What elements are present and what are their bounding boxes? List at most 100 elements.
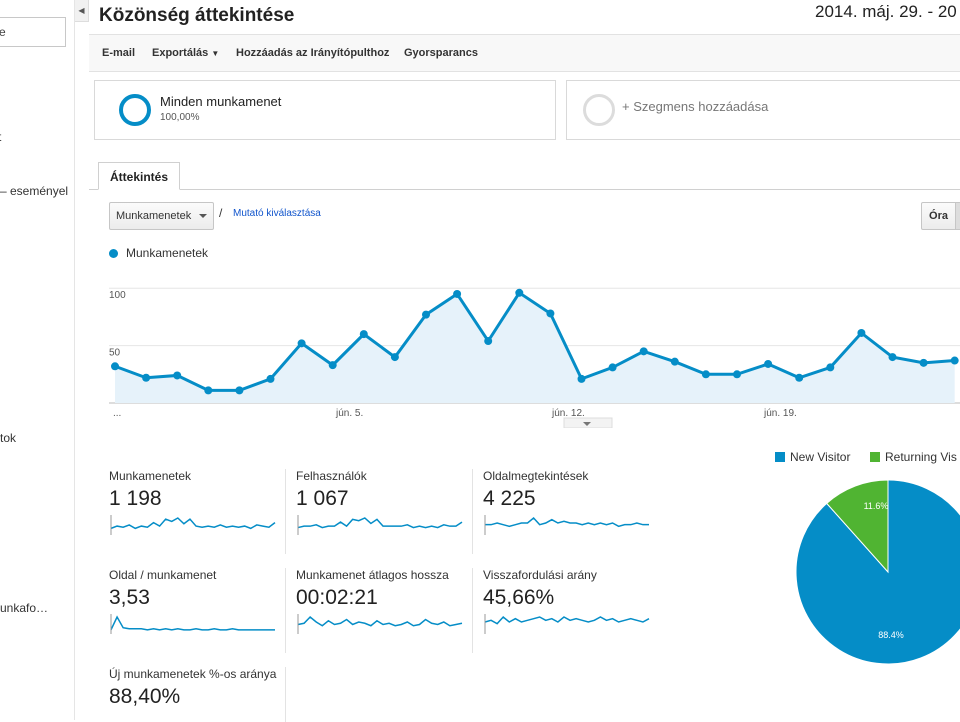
scorecard-value: 3,53 (109, 586, 150, 609)
scorecard[interactable]: Oldal / munkamenet 3,53 (109, 568, 279, 634)
data-point[interactable] (577, 374, 586, 383)
hour-button[interactable]: Óra (921, 202, 956, 230)
sparkline-path (485, 516, 649, 528)
segment-all-sessions[interactable]: Minden munkamenet 100,00% (94, 80, 556, 140)
data-point[interactable] (608, 363, 617, 372)
data-point[interactable] (328, 361, 337, 370)
scorecard-label: Munkamenetek (109, 469, 192, 483)
data-point[interactable] (515, 288, 524, 297)
date-range-picker[interactable]: 2014. máj. 29. - 20 (813, 2, 957, 22)
series-line-sessions (114, 290, 955, 392)
choose-metric-link[interactable]: Mutató kiválasztása (233, 208, 321, 219)
data-point[interactable] (795, 373, 804, 382)
x-tick-label: jún. 19. (763, 408, 797, 419)
y-tick-label: 50 (109, 348, 121, 359)
main-content: Közönség áttekintése 2014. máj. 29. - 20… (89, 0, 960, 722)
visitor-pie-chart: 88.4% 11.6% (795, 480, 960, 665)
data-point[interactable] (142, 373, 151, 382)
sidebar-item-events[interactable]: – eseményel (0, 184, 69, 198)
sessions-line-chart: 100 50... jún. 5. jún. 12. jún. 19. (109, 287, 960, 428)
data-point[interactable] (701, 370, 710, 379)
separator: / (219, 206, 223, 220)
x-tick-label: ... (113, 408, 121, 419)
sparkline (110, 614, 275, 634)
sparkline-path (297, 615, 463, 627)
metric-select-label: Munkamenetek (116, 210, 192, 222)
sidebar-item-3[interactable]: tok (0, 431, 17, 445)
email-button[interactable]: E-mail (102, 47, 136, 59)
pie-legend-returning: Returning Vis (870, 450, 957, 464)
scorecard-divider (285, 568, 286, 653)
data-point[interactable] (919, 358, 928, 367)
scorecard-divider (472, 568, 473, 653)
data-point[interactable] (235, 386, 244, 395)
tab-divider (89, 189, 960, 190)
data-point[interactable] (204, 386, 213, 395)
sparkline-path (110, 517, 276, 530)
data-point[interactable] (950, 356, 959, 365)
scorecard-value: 45,66% (483, 586, 555, 609)
sparkline-path (110, 615, 275, 631)
data-point[interactable] (888, 353, 897, 362)
data-point[interactable] (266, 374, 275, 383)
scorecard-value: 1 067 (296, 487, 349, 510)
sparkline-path (297, 517, 463, 529)
series-area (115, 292, 955, 403)
sidebar-search-input[interactable]: e (0, 17, 66, 47)
data-point[interactable] (826, 363, 835, 372)
report-toolbar: E-mail Exportálás ▼ Hozzáadás az Irányít… (89, 34, 960, 72)
data-point[interactable] (670, 357, 679, 366)
data-point[interactable] (546, 309, 555, 318)
data-point[interactable] (297, 339, 306, 348)
legend-swatch (109, 249, 118, 258)
add-segment-label: + Szegmens hozzáadása (622, 99, 769, 114)
pie-legend-new: New Visitor (775, 450, 850, 464)
data-point[interactable] (111, 362, 119, 371)
add-to-dashboard-button[interactable]: Hozzáadás az Irányítópulthoz (236, 47, 390, 59)
tab-overview[interactable]: Áttekintés (98, 162, 180, 190)
data-point[interactable] (733, 370, 741, 379)
chevron-down-icon (583, 422, 591, 426)
legend-swatch (775, 452, 785, 462)
page-title: Közönség áttekintése (99, 5, 295, 26)
scorecard[interactable]: Munkamenetek 1 198 (109, 469, 279, 535)
scorecard-value: 1 198 (109, 487, 162, 510)
legend-swatch (870, 452, 880, 462)
metric-select[interactable]: Munkamenetek (109, 202, 214, 230)
data-point[interactable] (359, 330, 368, 339)
data-point[interactable] (453, 289, 462, 298)
scorecard[interactable]: Visszafordulási arány 45,66% (483, 568, 653, 634)
data-point[interactable] (639, 347, 648, 356)
data-point[interactable] (390, 353, 399, 362)
export-button[interactable]: Exportálás ▼ (152, 47, 219, 59)
scorecard[interactable]: Új munkamenetek %-os aránya 88,40% (109, 667, 279, 709)
scorecard-label: Felhasználók (296, 469, 367, 483)
scorecard-label: Munkamenet átlagos hossza (296, 568, 449, 582)
scorecard[interactable]: Felhasználók 1 067 (296, 469, 466, 535)
scorecard-label: Új munkamenetek %-os aránya (109, 667, 277, 681)
data-point[interactable] (484, 337, 493, 346)
sparkline (484, 515, 649, 535)
left-sidebar: e t – eseményel tok unkafo… (0, 0, 75, 720)
pie-slice-returning-visitor[interactable] (826, 480, 889, 574)
scorecard[interactable]: Munkamenet átlagos hossza 00:02:21 (296, 568, 466, 634)
sidebar-item-1[interactable]: t (0, 130, 1, 144)
day-button[interactable] (955, 202, 960, 230)
chevron-down-icon (199, 214, 207, 218)
shortcut-button[interactable]: Gyorsparancs (404, 47, 478, 59)
x-tick-label: jún. 12. (551, 408, 585, 419)
scorecard[interactable]: Oldalmegtekintések 4 225 (483, 469, 653, 535)
data-point[interactable] (857, 328, 866, 337)
data-point[interactable] (173, 371, 182, 380)
data-point[interactable] (764, 359, 773, 368)
pie-label-new: 88.4% (878, 630, 904, 640)
pie-slice-new-visitor[interactable] (795, 480, 960, 665)
data-point[interactable] (422, 310, 430, 319)
scorecard-divider (285, 667, 286, 722)
scorecard-value: 00:02:21 (296, 586, 378, 609)
add-segment-card[interactable]: + Szegmens hozzáadása (566, 80, 960, 140)
empty-segment-ring-icon (583, 94, 615, 126)
sidebar-item-4[interactable]: unkafo… (0, 601, 49, 615)
collapse-sidebar-button[interactable]: ◀ (75, 0, 89, 22)
segment-name: Minden munkamenet (160, 94, 282, 109)
